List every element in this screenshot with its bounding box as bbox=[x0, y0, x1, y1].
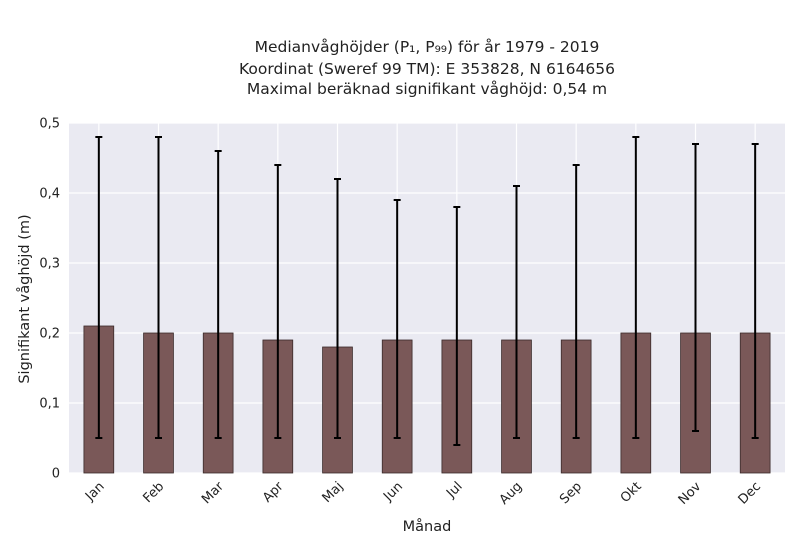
y-tick-label: 0 bbox=[52, 467, 60, 482]
plot-background bbox=[69, 123, 785, 473]
x-tick-label-sep: Sep bbox=[557, 479, 585, 507]
x-tick-label-apr: Apr bbox=[260, 479, 287, 506]
y-tick-labels: 0 0,1 0,2 0,3 0,4 0,5 bbox=[39, 117, 60, 482]
chart-title-line-3: Maximal beräknad signifikant våghöjd: 0,… bbox=[247, 80, 607, 98]
error-bar-jan bbox=[95, 136, 103, 439]
y-tick-label: 0,2 bbox=[39, 327, 60, 342]
error-bar-mar bbox=[214, 150, 222, 439]
error-bars bbox=[95, 136, 759, 446]
chart-title-line-2: Koordinat (Sweref 99 TM): E 353828, N 61… bbox=[239, 60, 615, 78]
x-tick-label-jul: Jul bbox=[443, 479, 465, 501]
error-bar-nov bbox=[692, 143, 699, 432]
error-bar-jul bbox=[453, 206, 461, 446]
y-tick-label: 0,1 bbox=[39, 397, 60, 412]
error-bar-feb bbox=[155, 136, 162, 439]
x-tick-label-dec: Dec bbox=[736, 479, 764, 507]
error-bar-maj bbox=[334, 178, 341, 439]
x-tick-label-mar: Mar bbox=[199, 479, 227, 507]
x-tick-labels: Jan Feb Mar Apr Maj Jun Jul Aug Sep Okt Nov Dec bbox=[82, 479, 764, 508]
error-bar-aug bbox=[513, 185, 520, 439]
x-tick-label-jan: Jan bbox=[82, 479, 107, 504]
y-tick-label: 0,5 bbox=[39, 117, 60, 132]
error-bar-apr bbox=[274, 164, 282, 439]
y-tick-label: 0,4 bbox=[39, 187, 60, 202]
x-tick-label-maj: Maj bbox=[320, 479, 347, 506]
chart-title-line-1: Medianvåghöjder (P₁, P₉₉) för år 1979 - … bbox=[255, 38, 600, 56]
y-tick-label: 0,3 bbox=[39, 257, 60, 272]
error-bar-sep bbox=[572, 164, 580, 439]
x-tick-label-okt: Okt bbox=[618, 479, 645, 506]
x-tick-label-jun: Jun bbox=[380, 479, 406, 505]
x-tick-label-nov: Nov bbox=[676, 479, 705, 508]
y-axis-label: Signifikant våghöjd (m) bbox=[16, 214, 33, 383]
error-bar-okt bbox=[632, 136, 640, 439]
x-tick-label-feb: Feb bbox=[140, 479, 167, 506]
error-bar-dec bbox=[751, 143, 759, 439]
x-tick-label-aug: Aug bbox=[497, 479, 526, 508]
error-bar-jun bbox=[393, 199, 401, 439]
x-axis-label: Månad bbox=[403, 518, 452, 535]
